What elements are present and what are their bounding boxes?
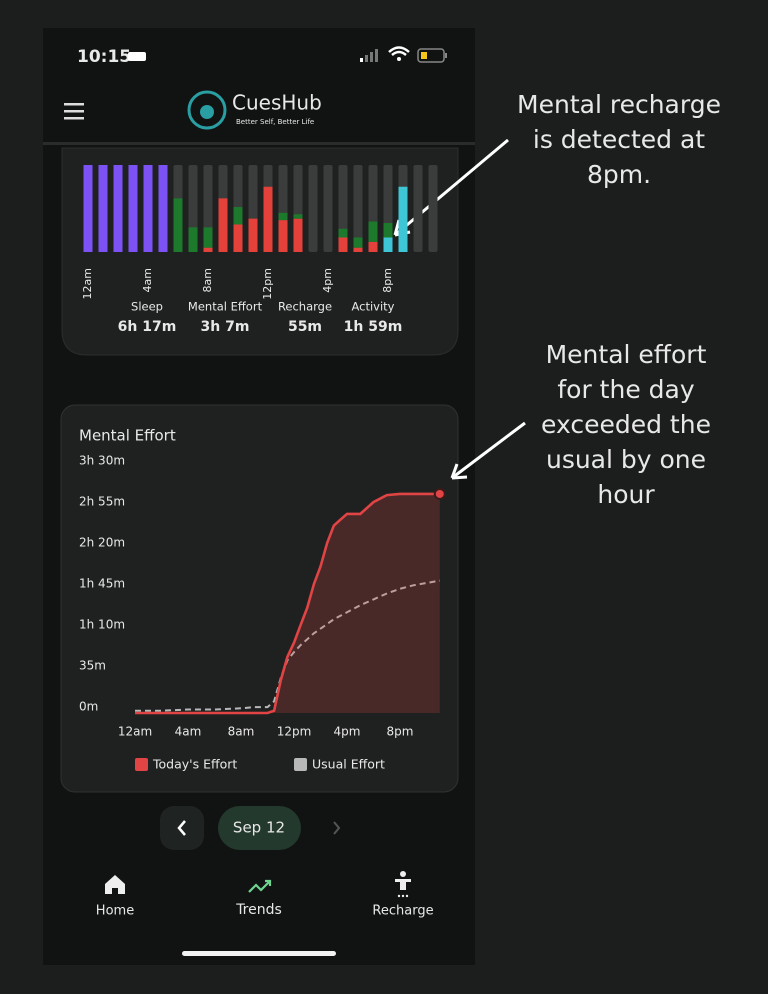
legend-total: 6h 17m (118, 319, 177, 335)
bar-segment (98, 165, 108, 252)
bar-segment (383, 223, 393, 238)
bar-segment (203, 247, 213, 252)
annotation-arrow (450, 421, 526, 480)
bar-segment (293, 218, 303, 252)
legend-label: Sleep (131, 300, 163, 314)
home-icon[interactable] (105, 875, 125, 894)
bar-segment (83, 165, 93, 252)
legend-swatch (294, 758, 307, 771)
bar-segment (383, 237, 393, 252)
bar-segment (278, 212, 288, 221)
line (135, 492, 440, 715)
bar-segment (293, 214, 303, 219)
bar-segment (188, 227, 198, 252)
home-indicator (182, 951, 336, 956)
status-time: 10:15 (77, 47, 131, 67)
x-tick-label: 8pm (387, 725, 414, 739)
bar-track (308, 165, 318, 252)
bar-segment (218, 198, 228, 252)
bar-segment (233, 207, 243, 225)
annotation-text: is detected at (533, 125, 705, 154)
nav-home[interactable]: Home (96, 904, 134, 919)
legend-label: Today's Effort (152, 757, 237, 772)
y-tick-label: 2h 20m (79, 536, 125, 550)
legend-total: 3h 7m (201, 319, 250, 335)
next-day-button[interactable] (333, 821, 341, 835)
legend-label: Activity (351, 300, 394, 314)
annotation-text: exceeded the (541, 410, 711, 439)
bar-segment (353, 237, 363, 248)
x-tick-label: 4am (175, 725, 202, 739)
bar-segment (158, 165, 168, 252)
bar-segment (128, 165, 138, 252)
bar-segment (368, 241, 378, 252)
bar-segment (398, 186, 408, 252)
bar-segment (173, 198, 183, 252)
annotation-text: Mental recharge (517, 90, 721, 119)
bar-segment (338, 228, 348, 238)
legend-swatch (135, 758, 148, 771)
bar-track (353, 165, 363, 252)
logo-text: CuesHub (232, 91, 322, 115)
x-tick-label: 8am (201, 268, 214, 292)
effort-title: Mental Effort (79, 427, 176, 445)
annotation-text: for the day (557, 375, 694, 404)
x-tick-label: 12pm (277, 725, 312, 739)
y-tick-label: 2h 55m (79, 495, 125, 509)
legend-total: 1h 59m (344, 319, 403, 335)
x-tick-label: 4am (141, 268, 154, 292)
bar-segment (233, 224, 243, 252)
line (135, 579, 440, 712)
logo-tagline: Better Self, Better Life (236, 118, 314, 126)
bar-segment (263, 186, 273, 252)
nav-recharge[interactable]: Recharge (372, 904, 433, 919)
bar-track (323, 165, 333, 252)
bar-segment (278, 220, 288, 252)
bar-track (428, 165, 438, 252)
bar-track (413, 165, 423, 252)
bar-segment (353, 247, 363, 252)
bar-segment (203, 227, 213, 248)
legend-label: Recharge (278, 300, 332, 314)
prev-day-button[interactable] (160, 806, 204, 850)
nav-trends[interactable]: Trends (235, 902, 282, 918)
x-tick-label: 12am (118, 725, 152, 739)
y-tick-label: 1h 45m (79, 577, 125, 591)
legend-label: Mental Effort (188, 300, 263, 314)
annotation-text: usual by one (546, 445, 706, 474)
trends-icon[interactable] (248, 879, 272, 893)
bar-segment (113, 165, 123, 252)
x-tick-label: 12pm (261, 268, 274, 300)
annotation-text: 8pm. (587, 160, 651, 189)
x-tick-label: 8pm (381, 268, 394, 293)
x-tick-label: 8am (228, 725, 255, 739)
y-tick-label: 35m (79, 659, 106, 673)
bar-segment (368, 221, 378, 242)
y-tick-label: 3h 30m (79, 454, 125, 468)
menu-button[interactable] (64, 103, 84, 120)
annotation-text: Mental effort (546, 340, 707, 369)
x-tick-label: 12am (81, 268, 94, 299)
bar-segment (338, 237, 348, 252)
end-marker (433, 487, 446, 500)
date-label: Sep 12 (233, 819, 285, 837)
annotation-text: hour (597, 480, 655, 509)
y-tick-label: 1h 10m (79, 618, 125, 632)
header-divider (43, 142, 475, 145)
effort-card (60, 404, 459, 793)
bar-segment (143, 165, 153, 252)
y-tick-label: 0m (79, 700, 98, 714)
area (135, 493, 440, 713)
x-tick-label: 4pm (321, 268, 334, 293)
logo-icon (187, 90, 227, 130)
date-pill[interactable] (218, 806, 301, 850)
bar-segment (248, 218, 258, 252)
recharge-icon[interactable] (395, 871, 411, 898)
x-tick-label: 4pm (334, 725, 361, 739)
legend-label: Usual Effort (312, 757, 385, 772)
legend-total: 55m (288, 319, 322, 335)
status-icons (128, 46, 447, 63)
